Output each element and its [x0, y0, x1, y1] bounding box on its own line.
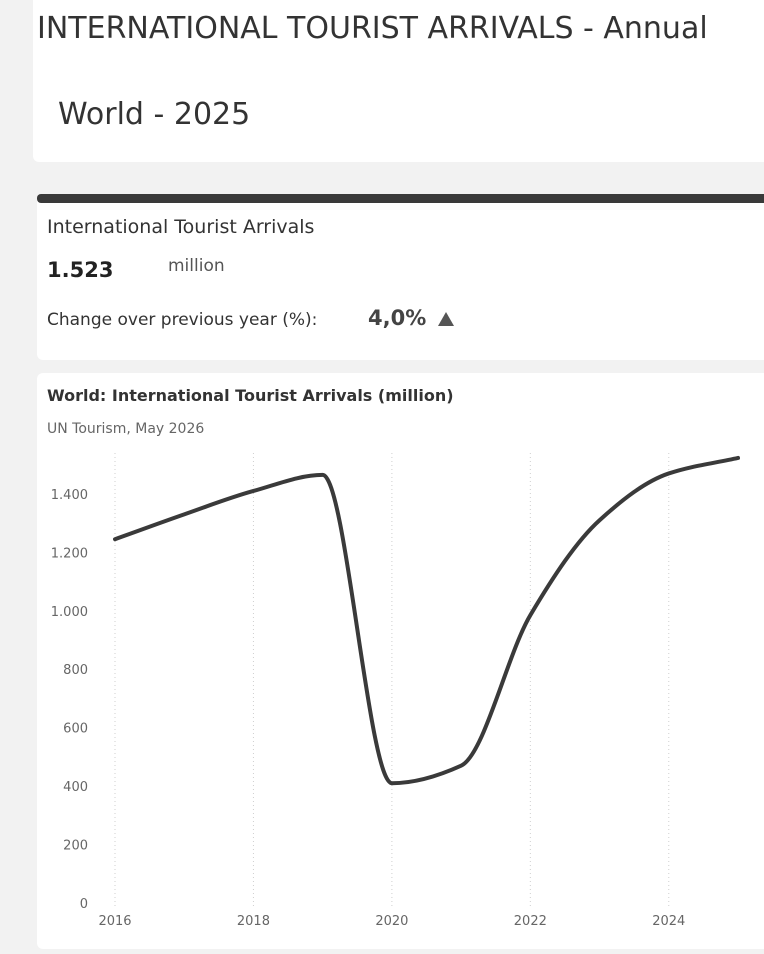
header-card: [33, 0, 764, 162]
line: [113, 455, 740, 786]
chart-title: World: International Tourist Arrivals (m…: [47, 386, 454, 405]
y-tick-label: 1.200: [51, 546, 88, 561]
y-tick-label: 800: [63, 663, 88, 678]
x-tick-label: 2022: [514, 914, 547, 929]
y-tick-label: 0: [80, 897, 88, 912]
kpi-card: [37, 194, 764, 360]
y-tick-label: 1.000: [51, 605, 88, 620]
chart-card: [37, 373, 764, 949]
kpi-change-value: 4,0%: [368, 306, 426, 330]
chart-subtitle: UN Tourism, May 2026: [47, 421, 204, 437]
x-tick-label: 2016: [98, 914, 131, 929]
kpi-label: International Tourist Arrivals: [47, 216, 314, 238]
y-tick-label: 1.400: [51, 488, 88, 503]
header-subtitle: World - 2025: [58, 97, 250, 132]
x-tick-label: 2020: [375, 914, 408, 929]
kpi-unit: million: [168, 256, 225, 276]
y-tick-label: 400: [63, 780, 88, 795]
kpi-up-arrow: [438, 312, 454, 326]
header-title: INTERNATIONAL TOURIST ARRIVALS - Annual: [37, 11, 708, 46]
plot: 2016 2018 2020 2022 2024 0 200 400 600 800 1.000 1.…: [51, 453, 740, 929]
y-tick-label: 200: [63, 839, 88, 854]
x-tick-label: 2024: [652, 914, 685, 929]
y-tick-label: 600: [63, 722, 88, 737]
x-tick-label: 2018: [237, 914, 270, 929]
kpi-card-bar: [37, 194, 764, 203]
kpi-change-label: Change over previous year (%):: [47, 310, 317, 330]
kpi-value: 1.523: [47, 258, 113, 282]
